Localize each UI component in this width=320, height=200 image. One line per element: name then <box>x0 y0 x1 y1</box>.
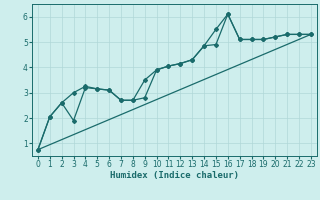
X-axis label: Humidex (Indice chaleur): Humidex (Indice chaleur) <box>110 171 239 180</box>
